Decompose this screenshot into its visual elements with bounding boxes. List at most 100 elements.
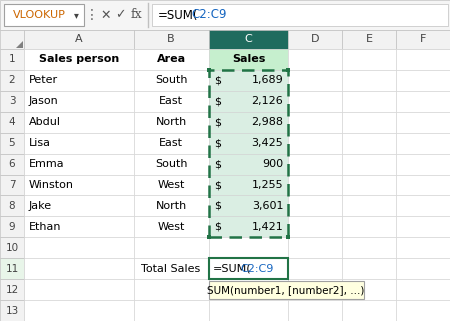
Bar <box>207 68 211 72</box>
Text: South: South <box>155 159 187 169</box>
Bar <box>288 112 342 133</box>
Bar <box>24 258 134 279</box>
Bar <box>134 258 208 279</box>
Bar <box>0 91 24 112</box>
Bar <box>134 279 208 300</box>
Text: 12: 12 <box>5 285 18 295</box>
Bar <box>0 279 24 300</box>
Text: 2,126: 2,126 <box>252 96 284 106</box>
Bar <box>396 133 450 154</box>
Bar <box>0 175 24 195</box>
Text: Winston: Winston <box>29 180 74 190</box>
Bar <box>396 258 450 279</box>
Text: Area: Area <box>157 55 186 65</box>
Bar <box>0 237 24 258</box>
Text: West: West <box>158 180 185 190</box>
Bar <box>134 133 208 154</box>
Bar <box>208 279 288 300</box>
Bar <box>208 216 288 237</box>
Bar <box>0 154 24 175</box>
Bar <box>288 216 342 237</box>
Bar <box>288 70 342 91</box>
Text: $: $ <box>215 117 221 127</box>
Text: 1,689: 1,689 <box>252 75 284 85</box>
Bar <box>208 91 288 112</box>
Bar <box>208 237 288 258</box>
Bar <box>396 112 450 133</box>
Text: 11: 11 <box>5 264 18 274</box>
Bar <box>134 175 208 195</box>
Text: Abdul: Abdul <box>29 117 61 127</box>
Bar <box>134 300 208 321</box>
Text: $: $ <box>215 75 221 85</box>
Bar <box>342 216 396 237</box>
Bar <box>342 279 396 300</box>
Bar <box>208 281 364 299</box>
Text: South: South <box>155 75 187 85</box>
Bar <box>24 300 134 321</box>
Text: VLOOKUP: VLOOKUP <box>13 10 65 20</box>
Bar <box>24 195 134 216</box>
Text: West: West <box>158 222 185 232</box>
Bar <box>396 279 450 300</box>
Text: 9: 9 <box>9 222 15 232</box>
Bar <box>0 70 24 91</box>
Bar <box>342 154 396 175</box>
Bar <box>208 30 288 49</box>
Text: $: $ <box>215 180 221 190</box>
Text: C2:C9: C2:C9 <box>191 8 226 22</box>
Text: =SUM(: =SUM( <box>212 264 251 274</box>
Bar <box>396 237 450 258</box>
Text: $: $ <box>215 96 221 106</box>
Bar <box>208 258 288 279</box>
Bar <box>396 195 450 216</box>
Bar <box>396 70 450 91</box>
Text: 1,255: 1,255 <box>252 180 284 190</box>
Text: =SUM(: =SUM( <box>158 8 198 22</box>
Text: Emma: Emma <box>29 159 64 169</box>
Bar <box>288 133 342 154</box>
Text: 10: 10 <box>5 243 18 253</box>
Text: 1: 1 <box>9 55 15 65</box>
Bar <box>134 112 208 133</box>
Bar <box>4 4 84 26</box>
Bar <box>134 154 208 175</box>
Text: ✕: ✕ <box>101 8 111 22</box>
Bar <box>24 279 134 300</box>
Bar <box>208 133 288 154</box>
Bar <box>208 70 288 91</box>
Bar <box>342 112 396 133</box>
Bar <box>288 30 342 49</box>
Text: Lisa: Lisa <box>29 138 51 148</box>
Bar <box>396 91 450 112</box>
Bar <box>24 133 134 154</box>
Text: North: North <box>156 117 187 127</box>
Bar <box>207 235 211 239</box>
Bar <box>0 112 24 133</box>
Text: Sales person: Sales person <box>39 55 119 65</box>
Text: 8: 8 <box>9 201 15 211</box>
Text: F: F <box>420 34 426 45</box>
Text: 2,988: 2,988 <box>252 117 284 127</box>
Bar <box>0 195 24 216</box>
Bar <box>288 237 342 258</box>
Text: Peter: Peter <box>29 75 58 85</box>
Bar <box>288 91 342 112</box>
Text: fx: fx <box>130 8 142 22</box>
Text: 3,601: 3,601 <box>252 201 284 211</box>
Text: 3: 3 <box>9 96 15 106</box>
Bar <box>24 216 134 237</box>
Bar <box>208 154 288 175</box>
Text: E: E <box>366 34 373 45</box>
Bar <box>0 258 24 279</box>
Bar <box>396 300 450 321</box>
Bar <box>342 237 396 258</box>
Bar <box>24 154 134 175</box>
Bar <box>288 279 342 300</box>
Bar <box>208 300 288 321</box>
Text: 13: 13 <box>5 306 18 316</box>
Bar <box>342 175 396 195</box>
Text: ✓: ✓ <box>115 8 125 22</box>
Bar <box>24 49 134 70</box>
Text: C2:C9: C2:C9 <box>241 264 274 274</box>
